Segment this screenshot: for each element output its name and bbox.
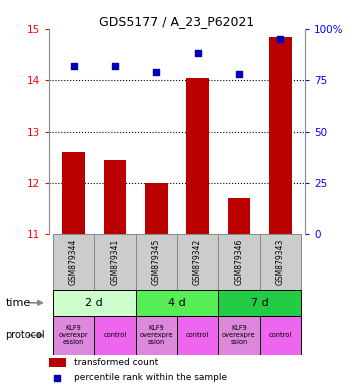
Text: GSM879344: GSM879344 — [69, 239, 78, 285]
Text: transformed count: transformed count — [74, 358, 158, 367]
Point — [153, 69, 159, 75]
Bar — [227, 198, 250, 234]
Text: percentile rank within the sample: percentile rank within the sample — [74, 373, 227, 382]
Point — [195, 50, 200, 56]
Bar — [260, 316, 301, 355]
Text: KLF9
overexpre
ssion: KLF9 overexpre ssion — [222, 325, 256, 346]
Bar — [94, 316, 135, 355]
Bar — [135, 316, 177, 355]
Text: control: control — [186, 333, 209, 338]
Bar — [49, 358, 66, 367]
Text: GSM879342: GSM879342 — [193, 239, 202, 285]
Bar — [260, 234, 301, 290]
Text: control: control — [103, 333, 126, 338]
Text: protocol: protocol — [5, 330, 45, 341]
Bar — [218, 290, 301, 316]
Bar — [177, 234, 218, 290]
Text: GSM879346: GSM879346 — [234, 239, 243, 285]
Bar — [269, 36, 292, 234]
Bar — [218, 316, 260, 355]
Text: time: time — [5, 298, 31, 308]
Point — [71, 63, 77, 69]
Bar — [177, 316, 218, 355]
Bar — [135, 290, 218, 316]
Bar — [186, 78, 209, 234]
Bar — [53, 316, 94, 355]
Bar — [218, 234, 260, 290]
Text: 4 d: 4 d — [168, 298, 186, 308]
Bar — [94, 234, 135, 290]
Text: 7 d: 7 d — [251, 298, 269, 308]
Bar — [53, 234, 94, 290]
Text: GSM879341: GSM879341 — [110, 239, 119, 285]
Text: GSM879345: GSM879345 — [152, 239, 161, 285]
Text: GSM879343: GSM879343 — [276, 239, 285, 285]
Bar — [135, 234, 177, 290]
Bar — [53, 290, 135, 316]
Text: KLF9
overexpre
ssion: KLF9 overexpre ssion — [139, 325, 173, 346]
Bar — [104, 160, 126, 234]
Point — [236, 71, 242, 77]
Bar — [145, 183, 168, 234]
Bar — [62, 152, 85, 234]
Text: KLF9
overexpr
ession: KLF9 overexpr ession — [59, 325, 88, 346]
Text: 2 d: 2 d — [85, 298, 103, 308]
Point — [112, 63, 118, 69]
Title: GDS5177 / A_23_P62021: GDS5177 / A_23_P62021 — [99, 15, 255, 28]
Text: control: control — [269, 333, 292, 338]
Point — [277, 36, 283, 42]
Point — [54, 375, 60, 381]
